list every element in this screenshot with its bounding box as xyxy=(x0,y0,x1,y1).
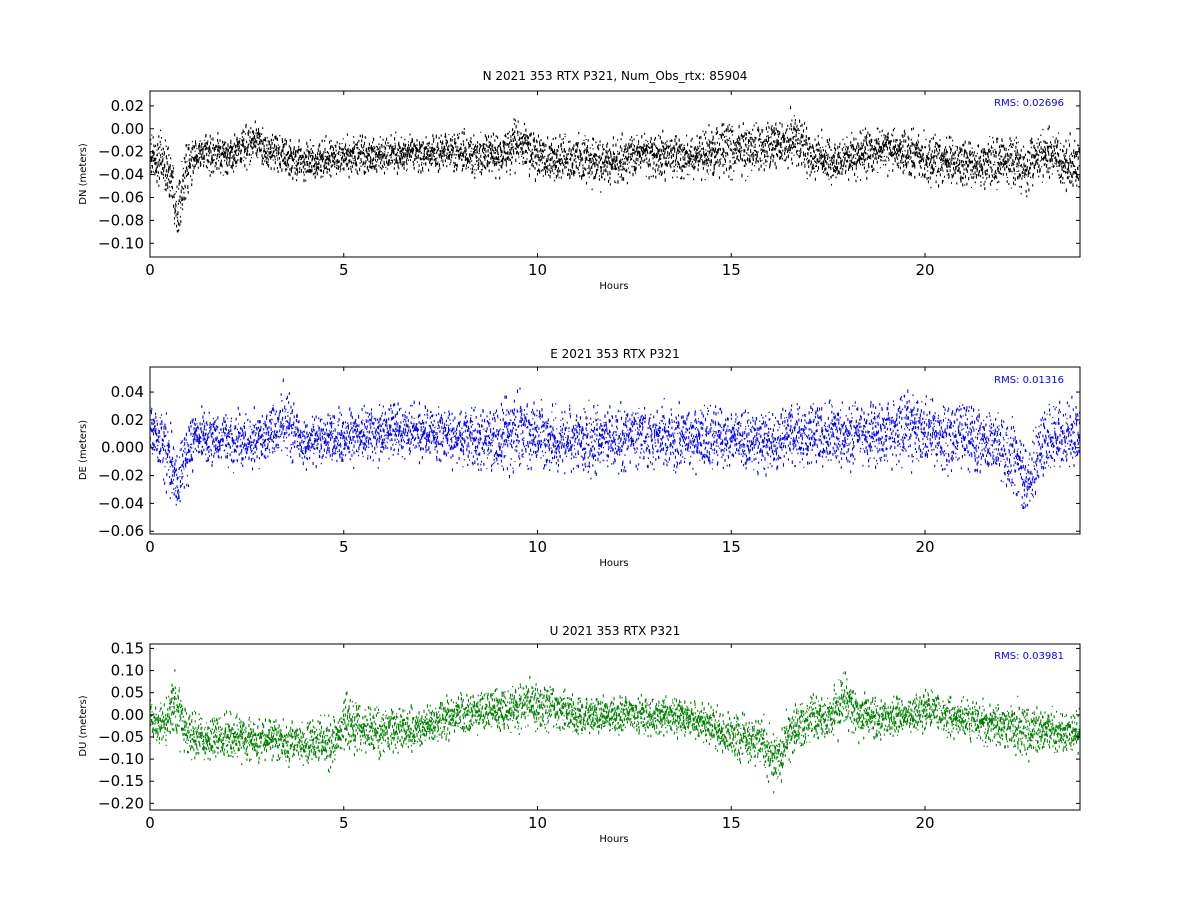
up-rms-annotation: RMS: 0.03981 xyxy=(994,651,1064,662)
east-y-tick-label: −0.06 xyxy=(98,522,144,540)
up-y-tick-label: 0.10 xyxy=(111,662,144,680)
up-y-tick-label: −0.15 xyxy=(98,772,144,790)
north-panel: N 2021 353 RTX P321, Num_Obs_rtx: 85904 … xyxy=(78,69,1081,292)
east-x-tick-label: 20 xyxy=(915,538,934,556)
north-y-tick-label: 0.02 xyxy=(111,97,144,115)
north-x-tick-label: 20 xyxy=(915,261,934,279)
east-y-tick-label: 0.000 xyxy=(101,439,144,457)
north-x-tick-label: 0 xyxy=(145,261,155,279)
up-x-axis-label: Hours xyxy=(599,834,628,845)
east-y-tick-label: −0.02 xyxy=(98,467,144,485)
north-y-tick-label: −0.10 xyxy=(98,234,144,252)
up-x-tick-label: 10 xyxy=(528,814,547,832)
east-y-tick-label: −0.04 xyxy=(98,494,144,512)
north-title: N 2021 353 RTX P321, Num_Obs_rtx: 85904 xyxy=(483,69,748,83)
up-y-axis-label: DU (meters) xyxy=(78,695,89,756)
up-data-points xyxy=(150,669,1080,794)
up-x-tick-label: 0 xyxy=(145,814,155,832)
north-y-tick-label: 0.00 xyxy=(111,120,144,138)
east-data-points xyxy=(150,378,1080,509)
up-title: U 2021 353 RTX P321 xyxy=(550,624,681,638)
up-y-tick-label: 0.05 xyxy=(111,684,144,702)
north-y-tick-label: −0.08 xyxy=(98,211,144,229)
north-rms-annotation: RMS: 0.02696 xyxy=(994,98,1064,109)
up-y-tick-label: −0.20 xyxy=(98,794,144,812)
east-panel: E 2021 353 RTX P321 Hours DE (meters) RM… xyxy=(78,347,1081,569)
up-x-tick-label: 15 xyxy=(722,814,741,832)
up-plot-frame xyxy=(149,643,1081,811)
north-x-tick-label: 15 xyxy=(722,261,741,279)
north-y-axis-label: DN (meters) xyxy=(78,143,89,205)
north-x-tick-label: 10 xyxy=(528,261,547,279)
east-title: E 2021 353 RTX P321 xyxy=(550,347,679,361)
east-rms-annotation: RMS: 0.01316 xyxy=(994,375,1064,386)
up-y-tick-label: −0.10 xyxy=(98,750,144,768)
north-plot-frame xyxy=(149,90,1081,258)
up-panel: U 2021 353 RTX P321 Hours DU (meters) RM… xyxy=(78,624,1081,845)
north-data-points xyxy=(150,106,1080,233)
north-x-tick-label: 5 xyxy=(339,261,349,279)
east-plot-frame xyxy=(149,366,1081,535)
east-x-tick-label: 5 xyxy=(339,538,349,556)
north-y-tick-label: −0.06 xyxy=(98,188,144,206)
up-y-tick-label: 0.00 xyxy=(111,706,144,724)
east-x-tick-label: 10 xyxy=(528,538,547,556)
east-x-tick-label: 15 xyxy=(722,538,741,556)
north-y-tick-label: −0.02 xyxy=(98,143,144,161)
up-x-tick-label: 5 xyxy=(339,814,349,832)
north-x-axis-label: Hours xyxy=(599,281,628,292)
east-x-tick-label: 0 xyxy=(145,538,155,556)
up-x-tick-label: 20 xyxy=(915,814,934,832)
east-y-tick-label: 0.02 xyxy=(111,411,144,429)
east-y-axis-label: DE (meters) xyxy=(78,420,89,480)
up-y-tick-label: −0.05 xyxy=(98,728,144,746)
east-y-tick-label: 0.04 xyxy=(111,383,144,401)
east-x-axis-label: Hours xyxy=(599,558,628,569)
north-y-tick-label: −0.04 xyxy=(98,166,144,184)
up-y-tick-label: 0.15 xyxy=(111,639,144,657)
